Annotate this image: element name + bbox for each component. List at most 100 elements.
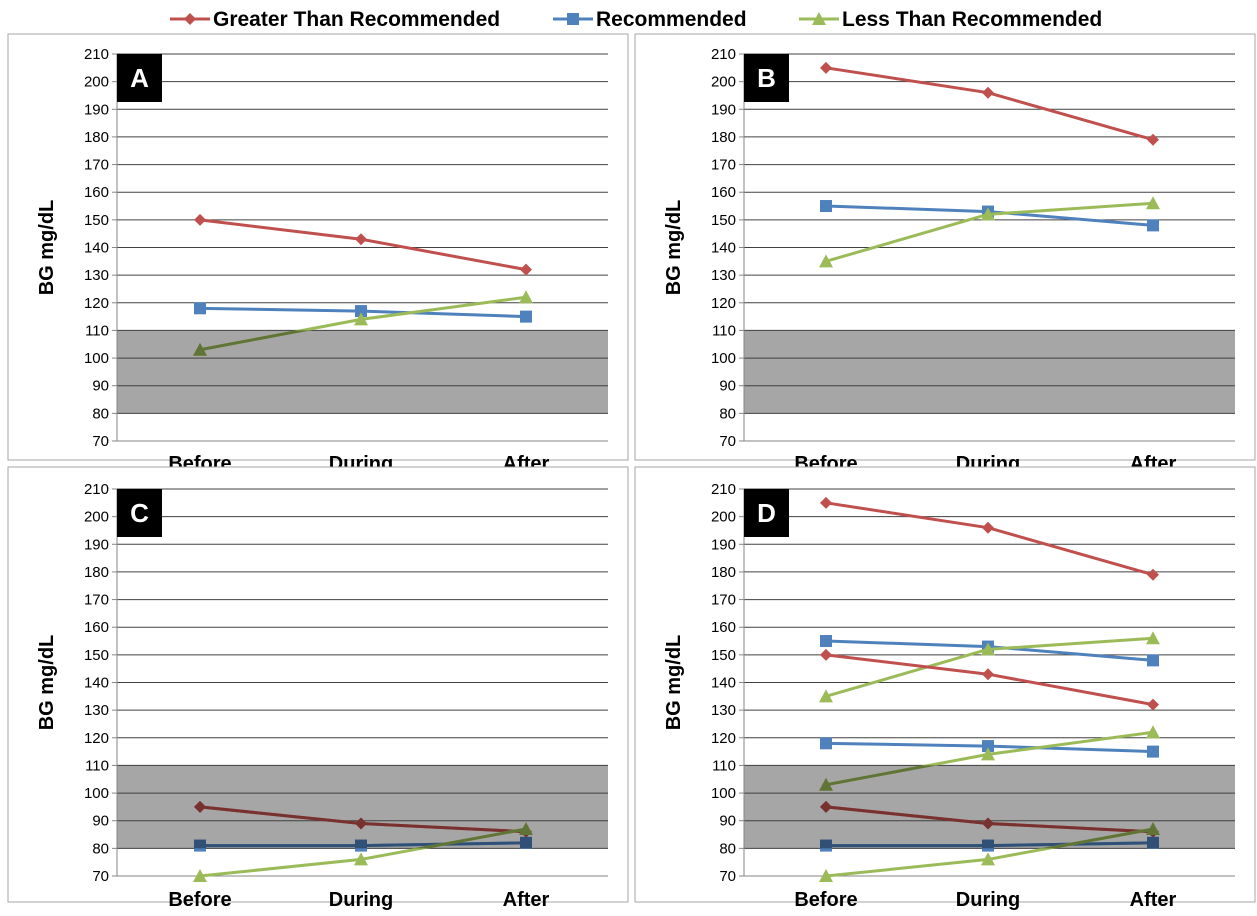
series-recommended (820, 836, 1159, 852)
data-point-before (820, 496, 832, 509)
panel-badge-label: C (130, 498, 149, 528)
y-tick-label: 210 (84, 481, 109, 498)
data-point-shaded-during (355, 817, 367, 830)
data-point-after (1147, 654, 1159, 667)
legend-label-less-than-recommended: Less Than Recommended (842, 8, 1102, 31)
legend-marker-less-than-recommended (812, 12, 826, 25)
target-band (117, 330, 608, 414)
series-recommended (194, 302, 532, 323)
x-tick-label-after: After (503, 889, 550, 911)
data-point-during (354, 852, 368, 866)
data-point-after (1146, 725, 1160, 739)
y-tick-label: 150 (84, 647, 109, 664)
y-tick-label: 70 (92, 868, 109, 885)
series-line-shaded (825, 765, 938, 787)
series-band-shade (819, 765, 938, 791)
y-tick-label: 140 (711, 675, 736, 692)
target-band (744, 765, 1235, 849)
y-tick-label: 100 (711, 350, 736, 367)
panel-badge: A (117, 54, 162, 102)
series-band-shade (820, 836, 1159, 849)
x-tick-label-during: During (329, 889, 393, 911)
data-point-after (1146, 196, 1160, 210)
y-tick-label: 130 (711, 267, 736, 284)
y-tick-label: 160 (711, 619, 736, 636)
data-point-after (519, 290, 533, 304)
data-point-before (819, 689, 833, 703)
series-less-than-recommended (819, 631, 1160, 703)
y-tick-label: 170 (711, 157, 736, 174)
y-tick-label: 170 (84, 157, 109, 174)
data-point-after (520, 263, 532, 276)
series-greater-than-recommended (194, 213, 532, 276)
data-point-during (981, 852, 995, 866)
data-point-shaded-during (982, 817, 994, 830)
data-point-after (1147, 698, 1159, 711)
panel-badge-box (744, 489, 789, 537)
data-point-after (1146, 631, 1160, 645)
x-tick-label-before: Before (794, 889, 857, 911)
data-point-shaded-after (519, 822, 533, 836)
y-tick-label: 150 (711, 212, 736, 229)
legend-label-recommended: Recommended (596, 8, 747, 31)
data-point-during (981, 207, 995, 221)
data-point-shaded-before (194, 839, 206, 849)
y-tick-label: 180 (711, 564, 736, 581)
y-tick-label: 100 (84, 350, 109, 367)
y-tick-label: 180 (84, 564, 109, 581)
series-band-shade (194, 836, 532, 849)
panel-d: 70 80 90 100 110 120 130 140 150 160 170 180 190 200 2… (634, 466, 1256, 911)
y-axis-label: BG mg/dL (36, 200, 58, 296)
series-less-than-recommended (193, 290, 533, 356)
series-band-shade (412, 822, 533, 849)
y-axis-label: BG mg/dL (663, 200, 685, 296)
data-point-before (820, 737, 832, 750)
data-point-after (1147, 133, 1159, 146)
y-tick-label: 190 (711, 536, 736, 553)
panel-badge-label: D (757, 498, 776, 528)
data-point-during (982, 668, 994, 681)
y-tick-label: 180 (711, 129, 736, 146)
y-tick-label: 170 (84, 592, 109, 609)
data-point-shaded-after (520, 836, 532, 849)
y-tick-label: 130 (84, 267, 109, 284)
data-point-after (1147, 219, 1159, 232)
series-greater-than-recommended (820, 648, 1159, 711)
y-tick-label: 210 (84, 46, 109, 63)
data-point-during (982, 740, 994, 753)
panel-badge-box (744, 54, 789, 102)
data-point-before (193, 869, 207, 882)
legend-marker-recommended (567, 13, 579, 25)
y-tick-label: 80 (719, 840, 736, 857)
x-tick-label-during: During (956, 889, 1020, 911)
panel-badge-label: B (757, 63, 776, 93)
y-tick-label: 120 (711, 295, 736, 312)
data-point-shaded-during (355, 839, 367, 849)
series-band-shade (193, 330, 311, 356)
y-tick-label: 150 (711, 647, 736, 664)
panel-badge-box (117, 489, 162, 537)
y-tick-label: 140 (711, 240, 736, 257)
target-band (744, 330, 1235, 414)
data-point-after (520, 310, 532, 323)
y-axis-label: BG mg/dL (663, 635, 685, 731)
panel-badge-label: A (130, 63, 149, 93)
y-tick-label: 200 (84, 509, 109, 526)
panels: 70 80 90 100 110 120 130 140 150 160 170 180 190 200 2… (7, 33, 1256, 911)
data-point-after (1147, 745, 1159, 758)
y-tick-label: 160 (84, 619, 109, 636)
data-point-before (819, 869, 833, 882)
data-point-shaded-before (820, 839, 832, 849)
data-point-before (194, 302, 206, 315)
panel-badge-box (117, 54, 162, 102)
series-line-shaded (412, 827, 527, 849)
y-tick-label: 190 (84, 536, 109, 553)
target-band (117, 765, 608, 849)
series-recommended (194, 836, 532, 852)
y-tick-label: 110 (85, 757, 109, 774)
y-tick-label: 150 (84, 212, 109, 229)
panel-badge: D (744, 489, 789, 537)
y-tick-label: 100 (84, 785, 109, 802)
